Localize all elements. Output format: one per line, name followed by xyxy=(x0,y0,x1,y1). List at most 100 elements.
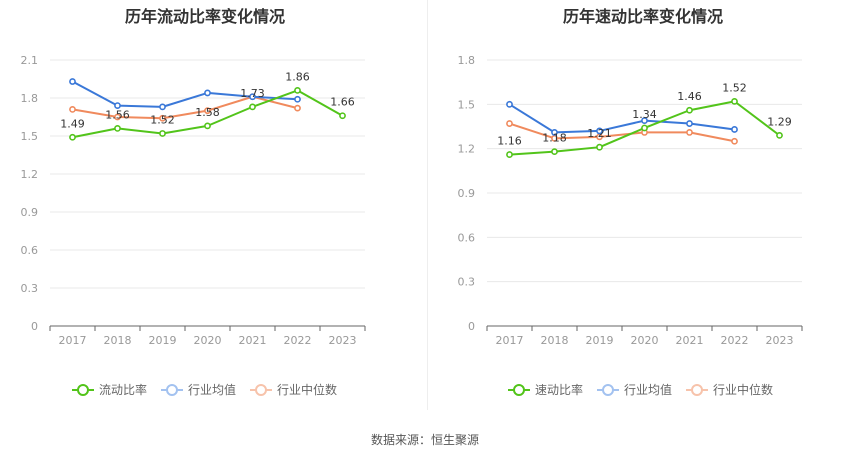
y-tick-label: 1.2 xyxy=(458,143,476,156)
data-label: 1.52 xyxy=(150,113,175,126)
quick-ratio-chart: 0 0.3 0.6 0.9 1.2 1.5 1.8 2017 2018 2019 2020 2021 2… xyxy=(458,54,803,347)
series-line xyxy=(508,103,735,134)
data-point xyxy=(551,148,558,156)
x-tick-label: 2018 xyxy=(104,334,132,347)
data-point xyxy=(159,114,166,122)
x-tick-label: 2017 xyxy=(496,334,524,347)
data-label: 1.52 xyxy=(722,81,747,94)
data-point xyxy=(596,143,603,151)
x-tick-label: 2020 xyxy=(194,334,222,347)
data-point xyxy=(731,137,738,145)
data-label: 1.73 xyxy=(240,87,265,100)
data-point xyxy=(69,133,76,141)
legend-item-industry-median[interactable]: 行业中位数 xyxy=(686,381,773,398)
data-point xyxy=(731,126,738,133)
y-tick-label: 1.5 xyxy=(458,98,476,111)
data-point xyxy=(159,103,166,111)
y-tick-label: 0.6 xyxy=(21,244,39,257)
x-tick-label: 2023 xyxy=(766,334,794,347)
y-tick-label: 1.2 xyxy=(21,168,39,181)
legend-item-industry-mean[interactable]: 行业均值 xyxy=(597,381,672,398)
x-tick-label: 2023 xyxy=(329,334,357,347)
panel-divider xyxy=(427,0,428,410)
data-point xyxy=(686,129,693,136)
legend-marker-icon xyxy=(250,383,273,397)
x-tick-label: 2018 xyxy=(541,334,569,347)
data-label: 1.29 xyxy=(767,115,792,128)
chart-title-quick-ratio: 历年速动比率变化情况 xyxy=(562,7,723,26)
data-point xyxy=(204,122,211,130)
legend-label: 行业均值 xyxy=(624,383,673,397)
data-label: 1.18 xyxy=(542,132,567,145)
x-tick-label: 2019 xyxy=(149,334,177,347)
data-point xyxy=(506,100,513,108)
data-point xyxy=(249,103,256,111)
data-point xyxy=(69,106,76,113)
data-label: 1.21 xyxy=(587,127,612,140)
y-tick-label: 0.9 xyxy=(458,187,476,200)
legend-item-industry-mean[interactable]: 行业均值 xyxy=(161,381,236,398)
data-label: 1.56 xyxy=(105,108,130,121)
data-label: 1.49 xyxy=(60,117,85,130)
legend-marker-icon xyxy=(508,383,530,397)
data-point xyxy=(506,151,513,158)
current-ratio-chart: 0 0.3 0.6 0.9 1.2 1.5 1.8 2.1 2017 2018 2019 2020 20… xyxy=(21,54,366,347)
y-tick-label: 0.9 xyxy=(21,206,39,219)
x-tick-label: 2020 xyxy=(631,334,659,347)
series-line xyxy=(72,95,298,120)
y-tick-label: 0 xyxy=(31,320,38,333)
data-point xyxy=(249,93,256,101)
legend-item-quick-ratio[interactable]: 速动比率 xyxy=(508,381,583,398)
x-tick-label: 2019 xyxy=(586,334,614,347)
data-point xyxy=(204,89,211,97)
legend-marker-icon xyxy=(161,383,184,397)
legend-item-industry-median[interactable]: 行业中位数 xyxy=(250,381,337,398)
legend-label: 行业中位数 xyxy=(277,383,338,397)
legend-item-current-ratio[interactable]: 流动比率 xyxy=(72,381,147,398)
legend-current-ratio: 流动比率 行业均值 行业中位数 xyxy=(72,381,337,398)
data-point xyxy=(69,78,76,85)
data-point xyxy=(294,95,301,103)
data-label: 1.58 xyxy=(195,106,220,119)
legend-label: 流动比率 xyxy=(99,383,148,397)
y-tick-label: 0 xyxy=(468,320,475,333)
y-tick-label: 1.8 xyxy=(21,92,39,105)
y-tick-label: 0.3 xyxy=(458,276,476,289)
data-point xyxy=(506,120,513,127)
data-label: 1.16 xyxy=(497,135,522,148)
legend-marker-icon xyxy=(597,383,620,397)
y-tick-label: 1.5 xyxy=(21,130,39,143)
data-point xyxy=(731,97,738,105)
y-tick-label: 2.1 xyxy=(21,54,39,67)
legend-label: 行业中位数 xyxy=(713,383,774,397)
data-point xyxy=(596,127,603,135)
x-tick-label: 2021 xyxy=(676,334,704,347)
data-label: 1.66 xyxy=(330,96,355,109)
x-tick-label: 2017 xyxy=(59,334,87,347)
data-label: 1.46 xyxy=(677,90,702,103)
x-tick-label: 2021 xyxy=(239,334,267,347)
data-point xyxy=(339,112,346,120)
series-line xyxy=(509,122,735,143)
data-point xyxy=(294,87,301,94)
legend-quick-ratio: 速动比率 行业均值 行业中位数 xyxy=(508,381,773,398)
legend-marker-icon xyxy=(72,383,94,397)
x-tick-label: 2022 xyxy=(284,334,312,347)
data-point xyxy=(641,117,648,124)
data-point xyxy=(159,130,166,137)
x-tick-label: 2022 xyxy=(721,334,749,347)
data-source-note: 数据来源：恒生聚源 xyxy=(370,433,479,447)
data-point xyxy=(204,107,211,115)
data-point xyxy=(294,104,301,112)
data-point xyxy=(776,131,783,139)
data-point xyxy=(114,124,121,132)
data-point xyxy=(641,124,648,132)
data-point xyxy=(114,113,121,121)
legend-label: 速动比率 xyxy=(535,383,584,397)
legend-label: 行业均值 xyxy=(188,383,237,397)
data-point xyxy=(686,120,693,127)
y-tick-label: 0.3 xyxy=(21,282,39,295)
y-tick-label: 1.8 xyxy=(458,54,476,67)
data-point xyxy=(686,106,693,114)
y-tick-label: 0.6 xyxy=(458,231,476,244)
